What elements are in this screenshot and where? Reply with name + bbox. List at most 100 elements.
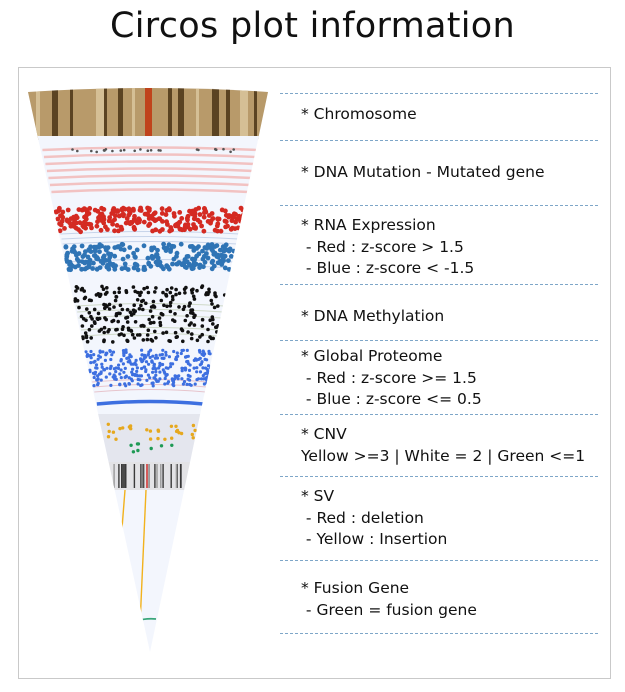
methylation-point: [102, 325, 107, 330]
proteome-point: [181, 382, 185, 386]
methylation-point: [84, 334, 89, 338]
proteome-point: [199, 377, 204, 381]
methylation-point: [80, 324, 85, 328]
methylation-point: [83, 331, 88, 335]
rna-blue-point: [112, 253, 118, 259]
proteome-point: [91, 371, 96, 375]
rna-red-point: [60, 209, 66, 215]
rna-blue-point: [205, 255, 211, 261]
rna-blue-point: [119, 266, 125, 272]
rna-blue-point: [112, 266, 118, 272]
methylation-point: [207, 290, 211, 294]
methylation-point: [120, 307, 125, 312]
rna-red-point: [177, 226, 183, 232]
methylation-point: [214, 325, 218, 330]
proteome-point: [123, 382, 127, 386]
cnv-yellow-point: [156, 436, 160, 441]
rna-blue-point: [184, 254, 190, 259]
dna-methylation-ring: [73, 284, 227, 344]
methylation-point: [147, 317, 151, 322]
chromosome-gap: [28, 136, 268, 144]
methylation-point: [141, 307, 145, 312]
proteome-point: [94, 363, 99, 367]
proteome-point: [99, 378, 103, 382]
legend-divider: [280, 414, 598, 415]
methylation-point: [186, 330, 190, 334]
rna-red-point: [218, 228, 224, 234]
rna-red-point: [57, 228, 63, 234]
proteome-point: [104, 375, 108, 379]
rna-blue-point: [134, 247, 140, 253]
proteome-point: [124, 375, 128, 379]
rna-blue-point: [135, 267, 141, 273]
rna-blue-point: [174, 261, 180, 267]
methylation-point: [107, 307, 112, 311]
mutation-mark: [146, 149, 150, 152]
methylation-point: [81, 336, 85, 341]
cnv-yellow-point: [175, 428, 180, 433]
proteome-point: [201, 374, 205, 378]
methylation-point: [125, 338, 129, 343]
rna-red-point: [199, 223, 205, 229]
proteome-point: [146, 373, 150, 377]
rna-blue-point: [190, 265, 196, 271]
methylation-point: [172, 319, 177, 324]
legend-sub-line: - Blue : z-score <= 0.5: [301, 390, 482, 408]
rna-red-point: [223, 208, 228, 214]
cnv-yellow-point: [107, 429, 111, 434]
rna-blue-point: [92, 248, 98, 254]
cnv-yellow-point: [193, 428, 197, 433]
methylation-point: [174, 287, 178, 292]
cnv-yellow-point: [121, 426, 125, 430]
rna-red-point: [107, 215, 113, 220]
proteome-point: [171, 379, 175, 383]
methylation-point: [89, 336, 93, 340]
legend-label: * Chromosome: [301, 105, 417, 123]
methylation-point: [139, 290, 143, 295]
rna-blue-point: [218, 260, 224, 265]
legend-label: * DNA Mutation - Mutated gene: [301, 163, 545, 181]
methylation-point: [184, 285, 188, 290]
rna-blue-point: [119, 242, 125, 247]
proteome-point: [203, 352, 207, 356]
legend-label: * CNV: [301, 425, 347, 443]
proteome-point: [195, 366, 199, 370]
rna-guide-line: [61, 236, 239, 240]
rna-red-point: [160, 219, 165, 224]
page-title: Circos plot information: [110, 6, 515, 46]
proteome-point: [135, 369, 139, 373]
methylation-point: [153, 290, 157, 294]
proteome-point: [185, 382, 189, 386]
proteome-point: [172, 384, 176, 388]
methylation-point: [116, 311, 121, 316]
rna-guide-line: [62, 241, 238, 245]
rna-red-point: [95, 219, 100, 225]
rna-blue-point: [125, 267, 131, 272]
rna-blue-point: [161, 241, 167, 247]
cnv-yellow-point: [170, 436, 174, 440]
rna-red-point: [172, 213, 177, 219]
proteome-point: [154, 373, 158, 377]
rna-red-point: [131, 208, 136, 213]
rna-red-point: [206, 213, 212, 218]
proteome-point: [92, 375, 96, 380]
proteome-point: [118, 383, 122, 387]
rna-red-point: [225, 223, 230, 229]
proteome-guide-line: [93, 384, 207, 388]
rna-blue-point: [166, 266, 172, 272]
rna-blue-point: [86, 264, 92, 270]
methylation-point: [189, 311, 193, 315]
rna-red-point: [136, 216, 142, 222]
rna-blue-point: [226, 258, 231, 263]
rna-blue-point: [101, 253, 107, 259]
proteome-point: [92, 360, 96, 364]
rna-blue-point: [210, 258, 216, 264]
rna-blue-point: [79, 266, 84, 272]
proteome-point: [109, 357, 113, 362]
sv-bar: [133, 464, 136, 488]
proteome-point: [119, 358, 123, 362]
sv-bar: [162, 464, 164, 488]
methylation-point: [107, 328, 111, 332]
proteome-point: [135, 366, 139, 370]
